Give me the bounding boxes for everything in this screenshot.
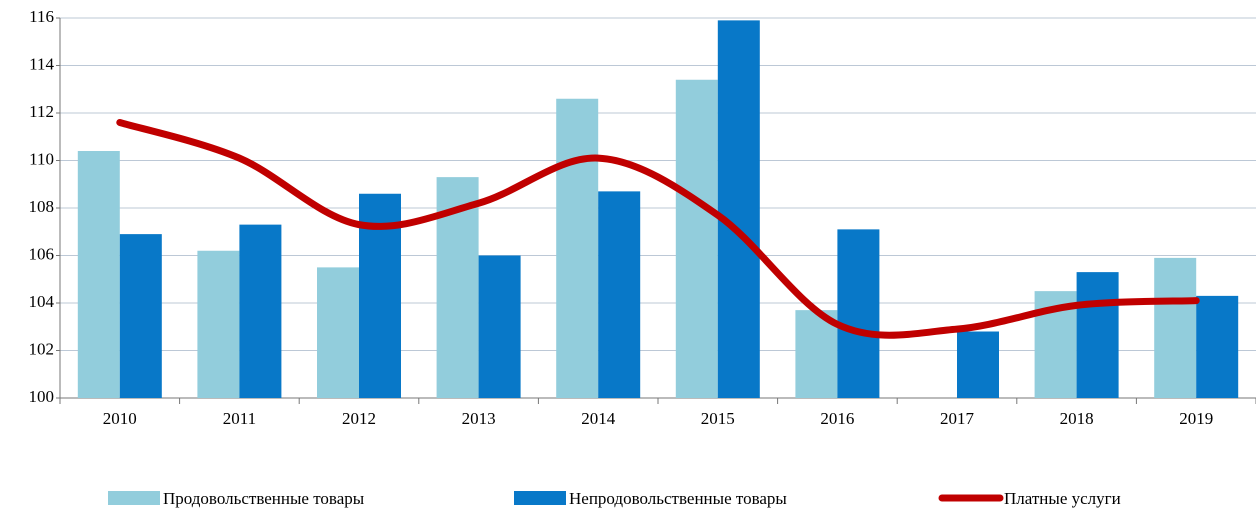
line [116,119,1200,339]
legend-label: Непродовольственные товары [569,489,787,508]
y-tick-label: 100 [29,387,55,406]
x-tick-label: 2017 [940,409,975,428]
legend-swatch [108,491,160,505]
legend-label: Платные услуги [1004,489,1121,508]
x-tick-label: 2019 [1179,409,1213,428]
y-tick-label: 112 [29,102,54,121]
x-tick-label: 2018 [1060,409,1094,428]
y-tick-label: 116 [29,7,54,26]
y-tick-label: 114 [29,54,54,73]
bar [837,229,880,398]
bar [197,250,240,398]
bar [239,224,282,398]
y-tick-label: 104 [29,292,55,311]
bar [957,331,999,398]
bar [1154,257,1197,398]
x-tick-label: 2012 [342,409,376,428]
y-tick-label: 108 [29,197,55,216]
bar [478,255,521,398]
bar [717,20,760,398]
y-tick-label: 110 [29,149,54,168]
y-tick-label: 106 [29,244,55,263]
legend-label: Продовольственные товары [163,489,365,508]
bar [675,79,718,398]
x-tick-label: 2011 [223,409,256,428]
bar [317,267,359,398]
bar [1196,295,1239,398]
bar [77,151,120,398]
x-tick-label: 2013 [462,409,496,428]
x-tick-label: 2010 [103,409,137,428]
x-tick-label: 2015 [701,409,735,428]
bar [598,191,641,398]
bar [556,98,599,398]
x-tick-label: 2016 [820,409,854,428]
y-tick-label: 102 [29,339,55,358]
bar [1076,272,1119,398]
bar [119,234,162,398]
legend-swatch [514,491,566,505]
x-tick-label: 2014 [581,409,616,428]
bar [795,310,838,398]
